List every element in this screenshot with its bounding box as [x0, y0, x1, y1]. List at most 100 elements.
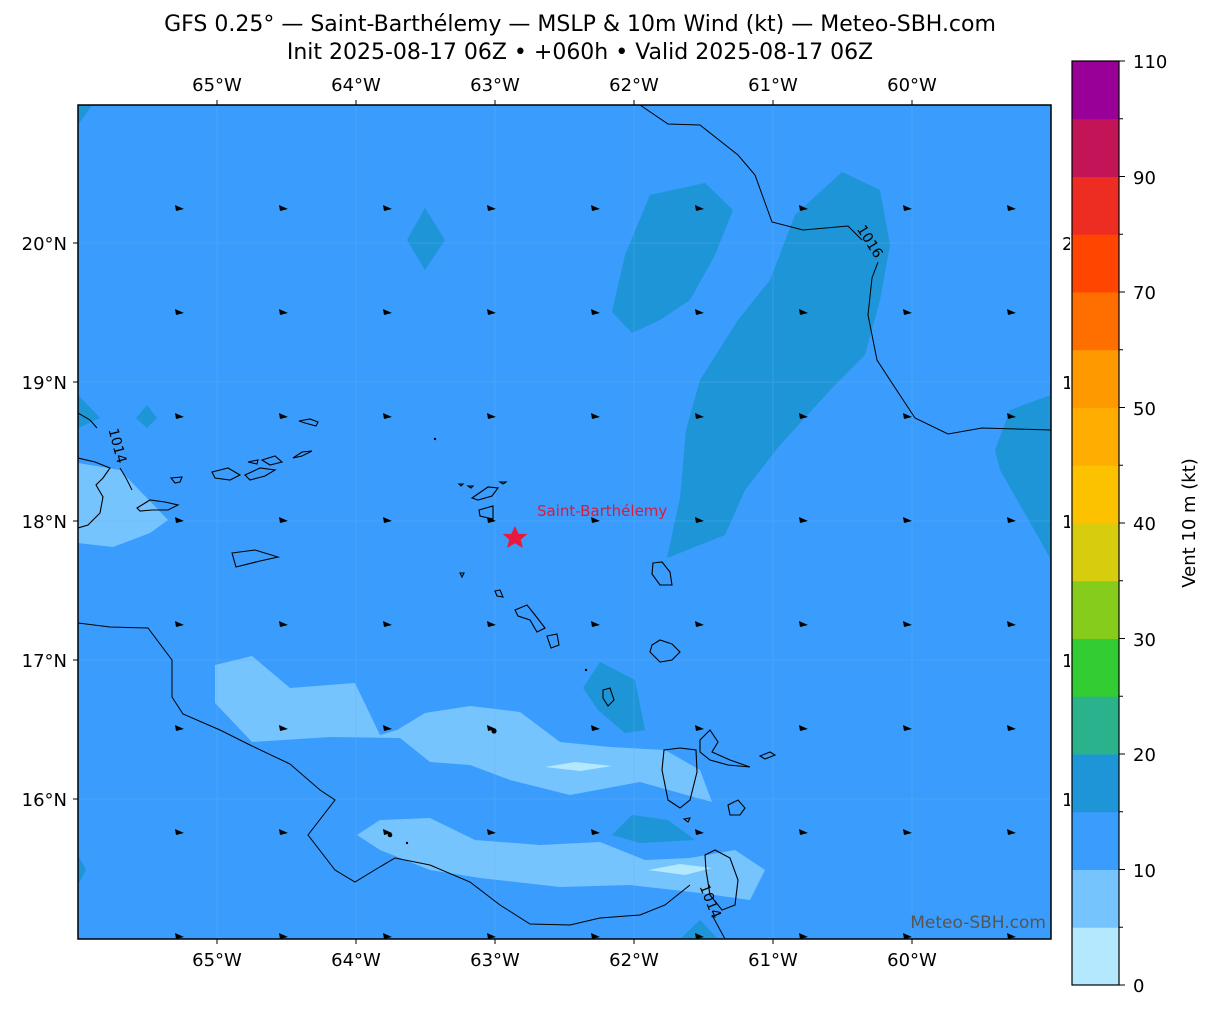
wind-arrow: [903, 829, 912, 835]
colorbar-label: Vent 10 m (kt): [1179, 458, 1200, 588]
svg-text:62°W: 62°W: [609, 75, 659, 96]
wind-arrow: [383, 309, 392, 315]
colorbar-segment: [1072, 869, 1119, 928]
wind-arrow: [383, 829, 392, 835]
colorbar-segment: [1072, 927, 1119, 986]
wind-arrow: [175, 933, 184, 939]
colorbar-segment: [1072, 407, 1119, 466]
wind-arrow: [1007, 309, 1016, 315]
map-frame: [77, 104, 1052, 940]
wind-arrow: [383, 205, 392, 211]
wind-arrow: [591, 309, 600, 315]
wind-arrow: [591, 621, 600, 627]
wind-arrow: [591, 517, 600, 523]
wind-arrow: [903, 205, 912, 211]
wind-arrow: [695, 309, 704, 315]
coastlines: [78, 418, 777, 911]
wind-arrow: [175, 621, 184, 627]
wind-arrow: [175, 205, 184, 211]
wind-arrow: [695, 205, 704, 211]
svg-text:63°W: 63°W: [470, 950, 520, 971]
wind-arrow: [487, 205, 496, 211]
svg-text:17°N: 17°N: [22, 651, 67, 672]
colorbar-segment: [1072, 465, 1119, 524]
location-label: Saint-Barthélemy: [537, 502, 667, 520]
graticule: [78, 105, 1051, 939]
colorbar-tick-110: 110: [1133, 52, 1167, 73]
location-star-icon[interactable]: [502, 526, 528, 548]
colorbar-tick-20: 20: [1133, 745, 1156, 766]
colorbar-segment: [1072, 754, 1119, 813]
wind-arrow: [383, 517, 392, 523]
wind-arrow: [695, 621, 704, 627]
wind-arrow: [799, 933, 808, 939]
wind-arrow: [175, 413, 184, 419]
lon-labels-bottom: 65°W 64°W 63°W 62°W 61°W 60°W: [192, 950, 937, 971]
svg-text:16°N: 16°N: [22, 790, 67, 811]
colorbar-segment: [1072, 61, 1119, 120]
wind-arrow: [1007, 205, 1016, 211]
svg-text:19°N: 19°N: [22, 373, 67, 394]
map-subtitle: Init 2025-08-17 06Z • +060h • Valid 2025…: [286, 40, 874, 65]
lon-labels-top: 65°W 64°W 63°W 62°W 61°W 60°W: [192, 75, 937, 96]
wind-arrow: [1007, 621, 1016, 627]
colorbar-tick-10: 10: [1133, 861, 1156, 882]
svg-text:61°W: 61°W: [748, 950, 798, 971]
wind-arrow: [591, 205, 600, 211]
colorbar-segment: [1072, 234, 1119, 293]
wind-arrow: [903, 413, 912, 419]
colorbar-ticks: [1119, 60, 1125, 986]
wind-arrow: [175, 517, 184, 523]
wind-arrow: [799, 309, 808, 315]
wind-arrow: [487, 829, 496, 835]
wind-arrow: [903, 933, 912, 939]
map-title: GFS 0.25° — Saint-Barthélemy — MSLP & 10…: [164, 12, 996, 37]
colorbar: 0 10 20 30 40 50 70 90 110 Vent 10 m (kt…: [1070, 52, 1200, 997]
wind-arrows: [175, 205, 1016, 939]
wind-arrow: [799, 413, 808, 419]
wind-arrow: [591, 933, 600, 939]
axis-ticks: [73, 100, 913, 944]
wind-arrow: [279, 725, 288, 731]
wind-arrow: [487, 413, 496, 419]
colorbar-tick-30: 30: [1133, 630, 1156, 651]
wind-arrow: [487, 725, 496, 731]
wind-shading-0-5kt: [545, 762, 712, 875]
wind-arrow: [279, 517, 288, 523]
svg-text:60°W: 60°W: [887, 75, 937, 96]
small-island-dots: [387, 437, 588, 845]
wind-arrow: [1007, 517, 1016, 523]
colorbar-segments: [1072, 61, 1119, 986]
colorbar-segment: [1072, 523, 1119, 582]
wind-arrow: [279, 829, 288, 835]
isobars: [78, 105, 1051, 939]
colorbar-tick-labels: 0 10 20 30 40 50 70 90 110: [1133, 52, 1167, 997]
wind-arrow: [799, 205, 808, 211]
wind-arrow: [383, 933, 392, 939]
lat-labels-left: 20°N 19°N 18°N 17°N 16°N: [22, 234, 67, 811]
wind-arrow: [1007, 933, 1016, 939]
colorbar-tick-0: 0: [1133, 976, 1144, 997]
svg-text:63°W: 63°W: [470, 75, 520, 96]
colorbar-segment: [1072, 118, 1119, 177]
colorbar-segment: [1072, 580, 1119, 639]
colorbar-tick-70: 70: [1133, 283, 1156, 304]
wind-arrow: [591, 413, 600, 419]
wind-arrow: [487, 309, 496, 315]
wind-arrow: [695, 725, 704, 731]
wind-arrow: [591, 829, 600, 835]
wind-arrow: [175, 309, 184, 315]
wind-arrow: [799, 725, 808, 731]
colorbar-tick-90: 90: [1133, 168, 1156, 189]
map-panel[interactable]: 1016 1014 1014: [78, 105, 1051, 939]
wind-arrow: [279, 205, 288, 211]
svg-text:64°W: 64°W: [331, 75, 381, 96]
svg-text:65°W: 65°W: [192, 950, 242, 971]
wind-arrow: [1007, 829, 1016, 835]
colorbar-segment: [1072, 696, 1119, 755]
wind-arrow: [279, 621, 288, 627]
svg-text:65°W: 65°W: [192, 75, 242, 96]
svg-text:62°W: 62°W: [609, 950, 659, 971]
colorbar-segment: [1072, 638, 1119, 697]
